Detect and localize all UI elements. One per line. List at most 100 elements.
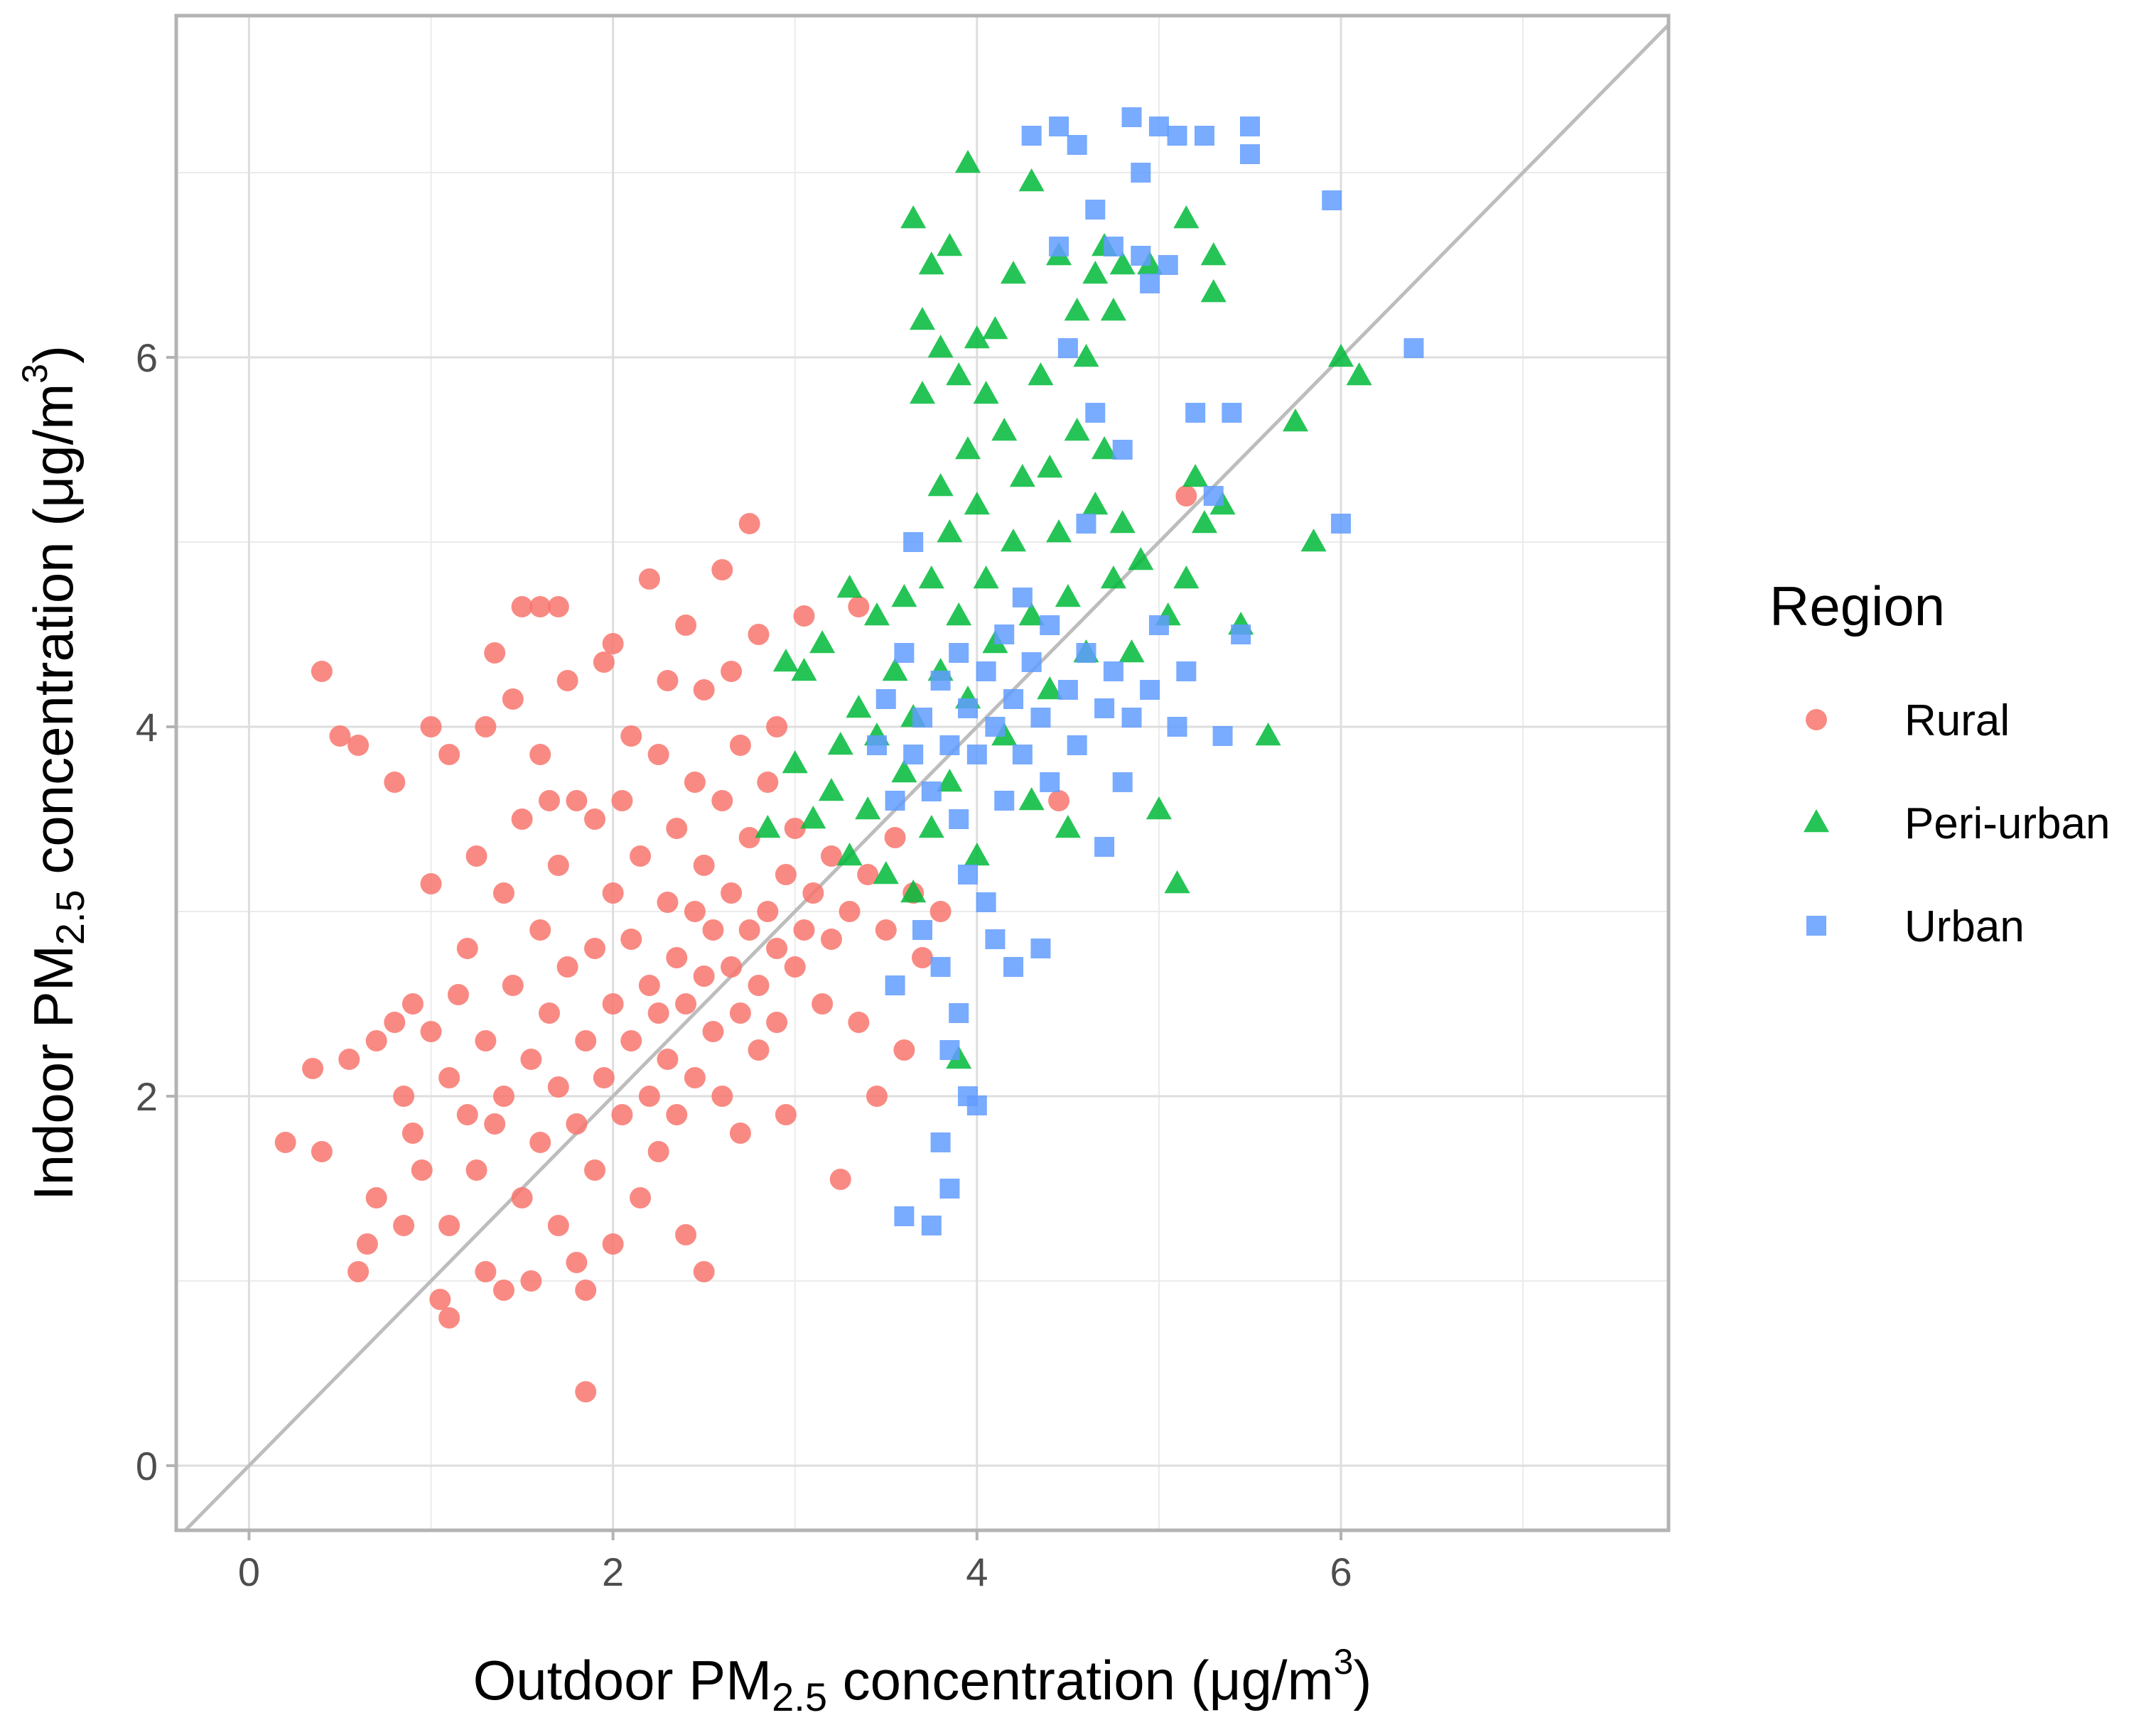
point-rural bbox=[620, 929, 642, 950]
point-rural bbox=[812, 993, 834, 1015]
series-peri-urban bbox=[755, 150, 1372, 1069]
point-rural bbox=[547, 1076, 569, 1098]
point-urban bbox=[1185, 403, 1206, 423]
point-urban bbox=[1239, 144, 1260, 164]
point-urban bbox=[1331, 514, 1352, 534]
series-rural bbox=[274, 485, 1197, 1402]
point-rural bbox=[447, 984, 469, 1005]
point-peri-urban bbox=[1128, 547, 1154, 570]
point-rural bbox=[766, 1012, 788, 1033]
point-rural bbox=[547, 1215, 569, 1236]
point-rural bbox=[620, 1030, 642, 1051]
point-rural bbox=[602, 882, 624, 904]
point-urban bbox=[1021, 126, 1042, 146]
point-peri-urban bbox=[827, 732, 853, 755]
point-urban bbox=[1167, 126, 1187, 146]
point-rural bbox=[547, 596, 569, 617]
y-tick-label: 0 bbox=[136, 1444, 158, 1488]
point-peri-urban bbox=[1046, 519, 1072, 543]
point-urban bbox=[866, 735, 887, 755]
legend-label: Urban bbox=[1904, 902, 2025, 951]
point-rural bbox=[602, 993, 624, 1015]
series-urban bbox=[866, 107, 1424, 1235]
reference-line-y-equals-x bbox=[184, 23, 1670, 1532]
point-urban bbox=[1040, 615, 1060, 635]
point-peri-urban bbox=[1109, 510, 1136, 534]
point-rural bbox=[684, 1067, 706, 1088]
point-urban bbox=[939, 1179, 960, 1199]
point-urban bbox=[985, 717, 1006, 737]
point-peri-urban bbox=[891, 584, 917, 607]
point-urban bbox=[1167, 717, 1187, 737]
point-rural bbox=[492, 1086, 514, 1107]
point-rural bbox=[411, 1159, 433, 1181]
point-urban bbox=[949, 809, 969, 829]
point-peri-urban bbox=[809, 630, 836, 654]
point-urban bbox=[1148, 117, 1169, 136]
point-urban bbox=[966, 1096, 987, 1115]
point-rural bbox=[529, 919, 551, 941]
point-peri-urban bbox=[1100, 566, 1126, 589]
point-peri-urban bbox=[1173, 205, 1200, 229]
point-rural bbox=[757, 901, 779, 922]
point-peri-urban bbox=[1119, 639, 1145, 663]
point-rural bbox=[566, 790, 588, 811]
legend-key-peri-urban bbox=[1803, 809, 1830, 833]
point-urban bbox=[1112, 440, 1133, 460]
point-rural bbox=[657, 892, 679, 913]
point-urban bbox=[1057, 680, 1078, 700]
point-urban bbox=[1194, 126, 1214, 146]
axis-ticks: 0 2 4 6 0 2 4 6 bbox=[136, 335, 1352, 1594]
point-peri-urban bbox=[1037, 455, 1063, 478]
point-peri-urban bbox=[909, 307, 936, 330]
point-peri-urban bbox=[973, 381, 999, 404]
point-rural bbox=[566, 1113, 588, 1135]
point-urban bbox=[930, 671, 951, 691]
point-rural bbox=[401, 1123, 424, 1144]
point-peri-urban bbox=[1182, 464, 1209, 487]
point-rural bbox=[766, 938, 788, 959]
point-rural bbox=[693, 855, 715, 876]
point-rural bbox=[438, 744, 460, 765]
point-rural bbox=[929, 901, 952, 922]
point-urban bbox=[1103, 237, 1123, 256]
point-rural bbox=[693, 1261, 715, 1282]
point-urban bbox=[1203, 486, 1224, 506]
point-urban bbox=[1121, 107, 1142, 127]
point-urban bbox=[930, 1132, 951, 1152]
point-peri-urban bbox=[1082, 492, 1109, 515]
point-rural bbox=[884, 827, 906, 848]
point-rural bbox=[793, 919, 815, 941]
point-rural bbox=[456, 938, 478, 959]
point-rural bbox=[511, 808, 533, 830]
point-rural bbox=[893, 1039, 915, 1061]
point-rural bbox=[748, 624, 770, 645]
point-rural bbox=[657, 1049, 679, 1070]
point-rural bbox=[311, 1141, 333, 1162]
point-urban bbox=[1403, 338, 1424, 358]
point-rural bbox=[529, 1132, 551, 1153]
point-rural bbox=[775, 864, 797, 885]
point-rural bbox=[721, 661, 743, 682]
point-peri-urban bbox=[1064, 298, 1090, 321]
point-peri-urban bbox=[755, 815, 781, 838]
point-rural bbox=[675, 615, 697, 636]
point-rural bbox=[784, 818, 806, 839]
plot-panel-border bbox=[174, 13, 1671, 1532]
point-rural bbox=[666, 947, 688, 968]
point-urban bbox=[1076, 643, 1096, 663]
x-axis-title-middle: concentration ( bbox=[827, 1649, 1209, 1711]
point-peri-urban bbox=[1073, 344, 1099, 367]
point-urban bbox=[1158, 255, 1178, 275]
point-urban bbox=[1049, 117, 1069, 136]
point-peri-urban bbox=[927, 335, 954, 358]
point-peri-urban bbox=[918, 815, 944, 838]
point-rural bbox=[438, 1067, 460, 1088]
point-peri-urban bbox=[1346, 362, 1372, 386]
point-rural bbox=[638, 975, 660, 996]
point-urban bbox=[966, 745, 987, 764]
point-peri-urban bbox=[954, 436, 981, 460]
point-peri-urban bbox=[1064, 418, 1090, 441]
point-peri-urban bbox=[1009, 464, 1035, 487]
